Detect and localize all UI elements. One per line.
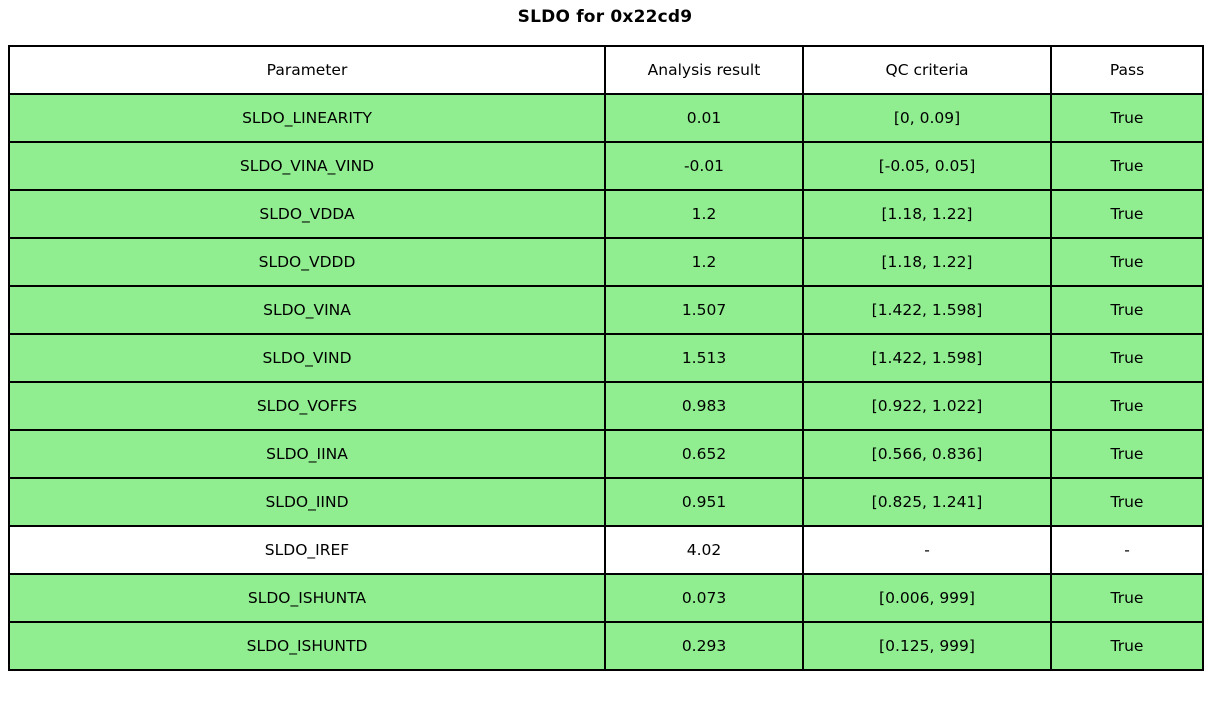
parameter-cell: SLDO_LINEARITY bbox=[8, 93, 606, 143]
qc-results-table: Parameter Analysis result QC criteria Pa… bbox=[8, 45, 1204, 671]
table-row: SLDO_LINEARITY 0.01 [0, 0.09] True bbox=[8, 93, 1204, 143]
analysis-result-cell: 0.983 bbox=[604, 381, 804, 431]
analysis-result-cell: 0.293 bbox=[604, 621, 804, 671]
table-row: SLDO_ISHUNTA 0.073 [0.006, 999] True bbox=[8, 573, 1204, 623]
pass-cell: True bbox=[1050, 381, 1204, 431]
qc-criteria-cell: [1.18, 1.22] bbox=[802, 237, 1052, 287]
parameter-cell: SLDO_VINA_VIND bbox=[8, 141, 606, 191]
qc-criteria-cell: [0, 0.09] bbox=[802, 93, 1052, 143]
qc-criteria-cell: - bbox=[802, 525, 1052, 575]
parameter-cell: SLDO_IREF bbox=[8, 525, 606, 575]
column-header-analysis-result: Analysis result bbox=[604, 45, 804, 95]
pass-cell: True bbox=[1050, 429, 1204, 479]
table-row: SLDO_VDDD 1.2 [1.18, 1.22] True bbox=[8, 237, 1204, 287]
qc-criteria-cell: [1.422, 1.598] bbox=[802, 285, 1052, 335]
pass-cell: True bbox=[1050, 141, 1204, 191]
qc-criteria-cell: [1.422, 1.598] bbox=[802, 333, 1052, 383]
table-row: SLDO_VDDA 1.2 [1.18, 1.22] True bbox=[8, 189, 1204, 239]
table-body: SLDO_LINEARITY 0.01 [0, 0.09] True SLDO_VINA… bbox=[8, 93, 1204, 671]
qc-criteria-cell: [0.922, 1.022] bbox=[802, 381, 1052, 431]
table-row: SLDO_IIND 0.951 [0.825, 1.241] True bbox=[8, 477, 1204, 527]
pass-cell: True bbox=[1050, 93, 1204, 143]
qc-criteria-cell: [0.125, 999] bbox=[802, 621, 1052, 671]
column-header-parameter: Parameter bbox=[8, 45, 606, 95]
table-row: SLDO_IINA 0.652 [0.566, 0.836] True bbox=[8, 429, 1204, 479]
analysis-result-cell: 1.507 bbox=[604, 285, 804, 335]
table-row: SLDO_VOFFS 0.983 [0.922, 1.022] True bbox=[8, 381, 1204, 431]
analysis-result-cell: 1.2 bbox=[604, 237, 804, 287]
table-row: SLDO_VINA_VIND -0.01 [-0.05, 0.05] True bbox=[8, 141, 1204, 191]
analysis-result-cell: 0.652 bbox=[604, 429, 804, 479]
qc-criteria-cell: [-0.05, 0.05] bbox=[802, 141, 1052, 191]
parameter-cell: SLDO_IIND bbox=[8, 477, 606, 527]
analysis-result-cell: 0.073 bbox=[604, 573, 804, 623]
table-row: SLDO_ISHUNTD 0.293 [0.125, 999] True bbox=[8, 621, 1204, 671]
parameter-cell: SLDO_ISHUNTD bbox=[8, 621, 606, 671]
parameter-cell: SLDO_VINA bbox=[8, 285, 606, 335]
pass-cell: - bbox=[1050, 525, 1204, 575]
table-row: SLDO_VINA 1.507 [1.422, 1.598] True bbox=[8, 285, 1204, 335]
parameter-cell: SLDO_ISHUNTA bbox=[8, 573, 606, 623]
parameter-cell: SLDO_VIND bbox=[8, 333, 606, 383]
analysis-result-cell: 1.2 bbox=[604, 189, 804, 239]
qc-criteria-cell: [0.825, 1.241] bbox=[802, 477, 1052, 527]
parameter-cell: SLDO_VDDA bbox=[8, 189, 606, 239]
pass-cell: True bbox=[1050, 621, 1204, 671]
column-header-qc-criteria: QC criteria bbox=[802, 45, 1052, 95]
pass-cell: True bbox=[1050, 189, 1204, 239]
analysis-result-cell: 4.02 bbox=[604, 525, 804, 575]
qc-criteria-cell: [0.566, 0.836] bbox=[802, 429, 1052, 479]
pass-cell: True bbox=[1050, 285, 1204, 335]
analysis-result-cell: 0.01 bbox=[604, 93, 804, 143]
parameter-cell: SLDO_VOFFS bbox=[8, 381, 606, 431]
pass-cell: True bbox=[1050, 477, 1204, 527]
table-row: SLDO_VIND 1.513 [1.422, 1.598] True bbox=[8, 333, 1204, 383]
parameter-cell: SLDO_VDDD bbox=[8, 237, 606, 287]
qc-criteria-cell: [1.18, 1.22] bbox=[802, 189, 1052, 239]
analysis-result-cell: 1.513 bbox=[604, 333, 804, 383]
header-row: Parameter Analysis result QC criteria Pa… bbox=[8, 45, 1204, 95]
column-header-pass: Pass bbox=[1050, 45, 1204, 95]
table-row: SLDO_IREF 4.02- - bbox=[8, 525, 1204, 575]
analysis-result-cell: -0.01 bbox=[604, 141, 804, 191]
pass-cell: True bbox=[1050, 237, 1204, 287]
qc-criteria-cell: [0.006, 999] bbox=[802, 573, 1052, 623]
parameter-cell: SLDO_IINA bbox=[8, 429, 606, 479]
page-title: SLDO for 0x22cd9 bbox=[517, 7, 693, 27]
analysis-result-cell: 0.951 bbox=[604, 477, 804, 527]
pass-cell: True bbox=[1050, 573, 1204, 623]
pass-cell: True bbox=[1050, 333, 1204, 383]
